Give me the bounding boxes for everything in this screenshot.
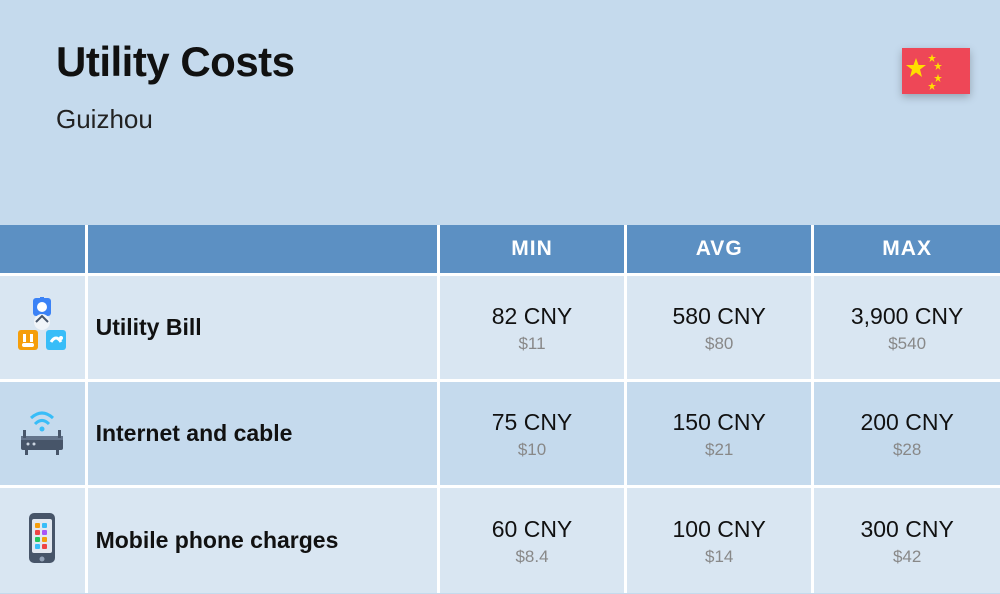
cell-avg: 150 CNY $21 — [626, 381, 813, 487]
row-icon-cell — [0, 487, 86, 593]
value-secondary: $10 — [440, 440, 624, 460]
page-subtitle: Guizhou — [56, 104, 944, 135]
value-primary: 580 CNY — [627, 301, 811, 332]
page-title: Utility Costs — [56, 38, 944, 86]
row-label: Utility Bill — [86, 275, 438, 381]
cell-min: 60 CNY $8.4 — [438, 487, 625, 593]
col-min: MIN — [438, 225, 625, 275]
col-max: MAX — [813, 225, 1000, 275]
value-secondary: $540 — [814, 334, 1000, 354]
utilities-icon — [11, 294, 73, 356]
header: Utility Costs Guizhou — [0, 0, 1000, 225]
value-secondary: $14 — [627, 547, 811, 567]
cell-max: 200 CNY $28 — [813, 381, 1000, 487]
mobile-icon — [11, 507, 73, 569]
value-primary: 75 CNY — [440, 407, 624, 438]
value-secondary: $21 — [627, 440, 811, 460]
row-icon-cell — [0, 381, 86, 487]
value-primary: 82 CNY — [440, 301, 624, 332]
value-primary: 300 CNY — [814, 514, 1000, 545]
table-row: Utility Bill 82 CNY $11 580 CNY $80 3,90… — [0, 275, 1000, 381]
row-label: Mobile phone charges — [86, 487, 438, 593]
value-secondary: $42 — [814, 547, 1000, 567]
value-primary: 60 CNY — [440, 514, 624, 545]
china-flag-icon — [902, 48, 970, 94]
utility-costs-table: MIN AVG MAX — [0, 225, 1000, 593]
table-header-row: MIN AVG MAX — [0, 225, 1000, 275]
router-icon — [11, 400, 73, 462]
value-primary: 200 CNY — [814, 407, 1000, 438]
row-label: Internet and cable — [86, 381, 438, 487]
value-secondary: $11 — [440, 334, 624, 354]
table-row: Mobile phone charges 60 CNY $8.4 100 CNY… — [0, 487, 1000, 593]
cell-avg: 100 CNY $14 — [626, 487, 813, 593]
cell-min: 82 CNY $11 — [438, 275, 625, 381]
value-secondary: $8.4 — [440, 547, 624, 567]
value-primary: 100 CNY — [627, 514, 811, 545]
cell-min: 75 CNY $10 — [438, 381, 625, 487]
col-avg: AVG — [626, 225, 813, 275]
cell-avg: 580 CNY $80 — [626, 275, 813, 381]
col-icon — [0, 225, 86, 275]
cell-max: 300 CNY $42 — [813, 487, 1000, 593]
value-secondary: $80 — [627, 334, 811, 354]
row-icon-cell — [0, 275, 86, 381]
value-secondary: $28 — [814, 440, 1000, 460]
value-primary: 150 CNY — [627, 407, 811, 438]
value-primary: 3,900 CNY — [814, 301, 1000, 332]
col-label — [86, 225, 438, 275]
table-row: Internet and cable 75 CNY $10 150 CNY $2… — [0, 381, 1000, 487]
cell-max: 3,900 CNY $540 — [813, 275, 1000, 381]
